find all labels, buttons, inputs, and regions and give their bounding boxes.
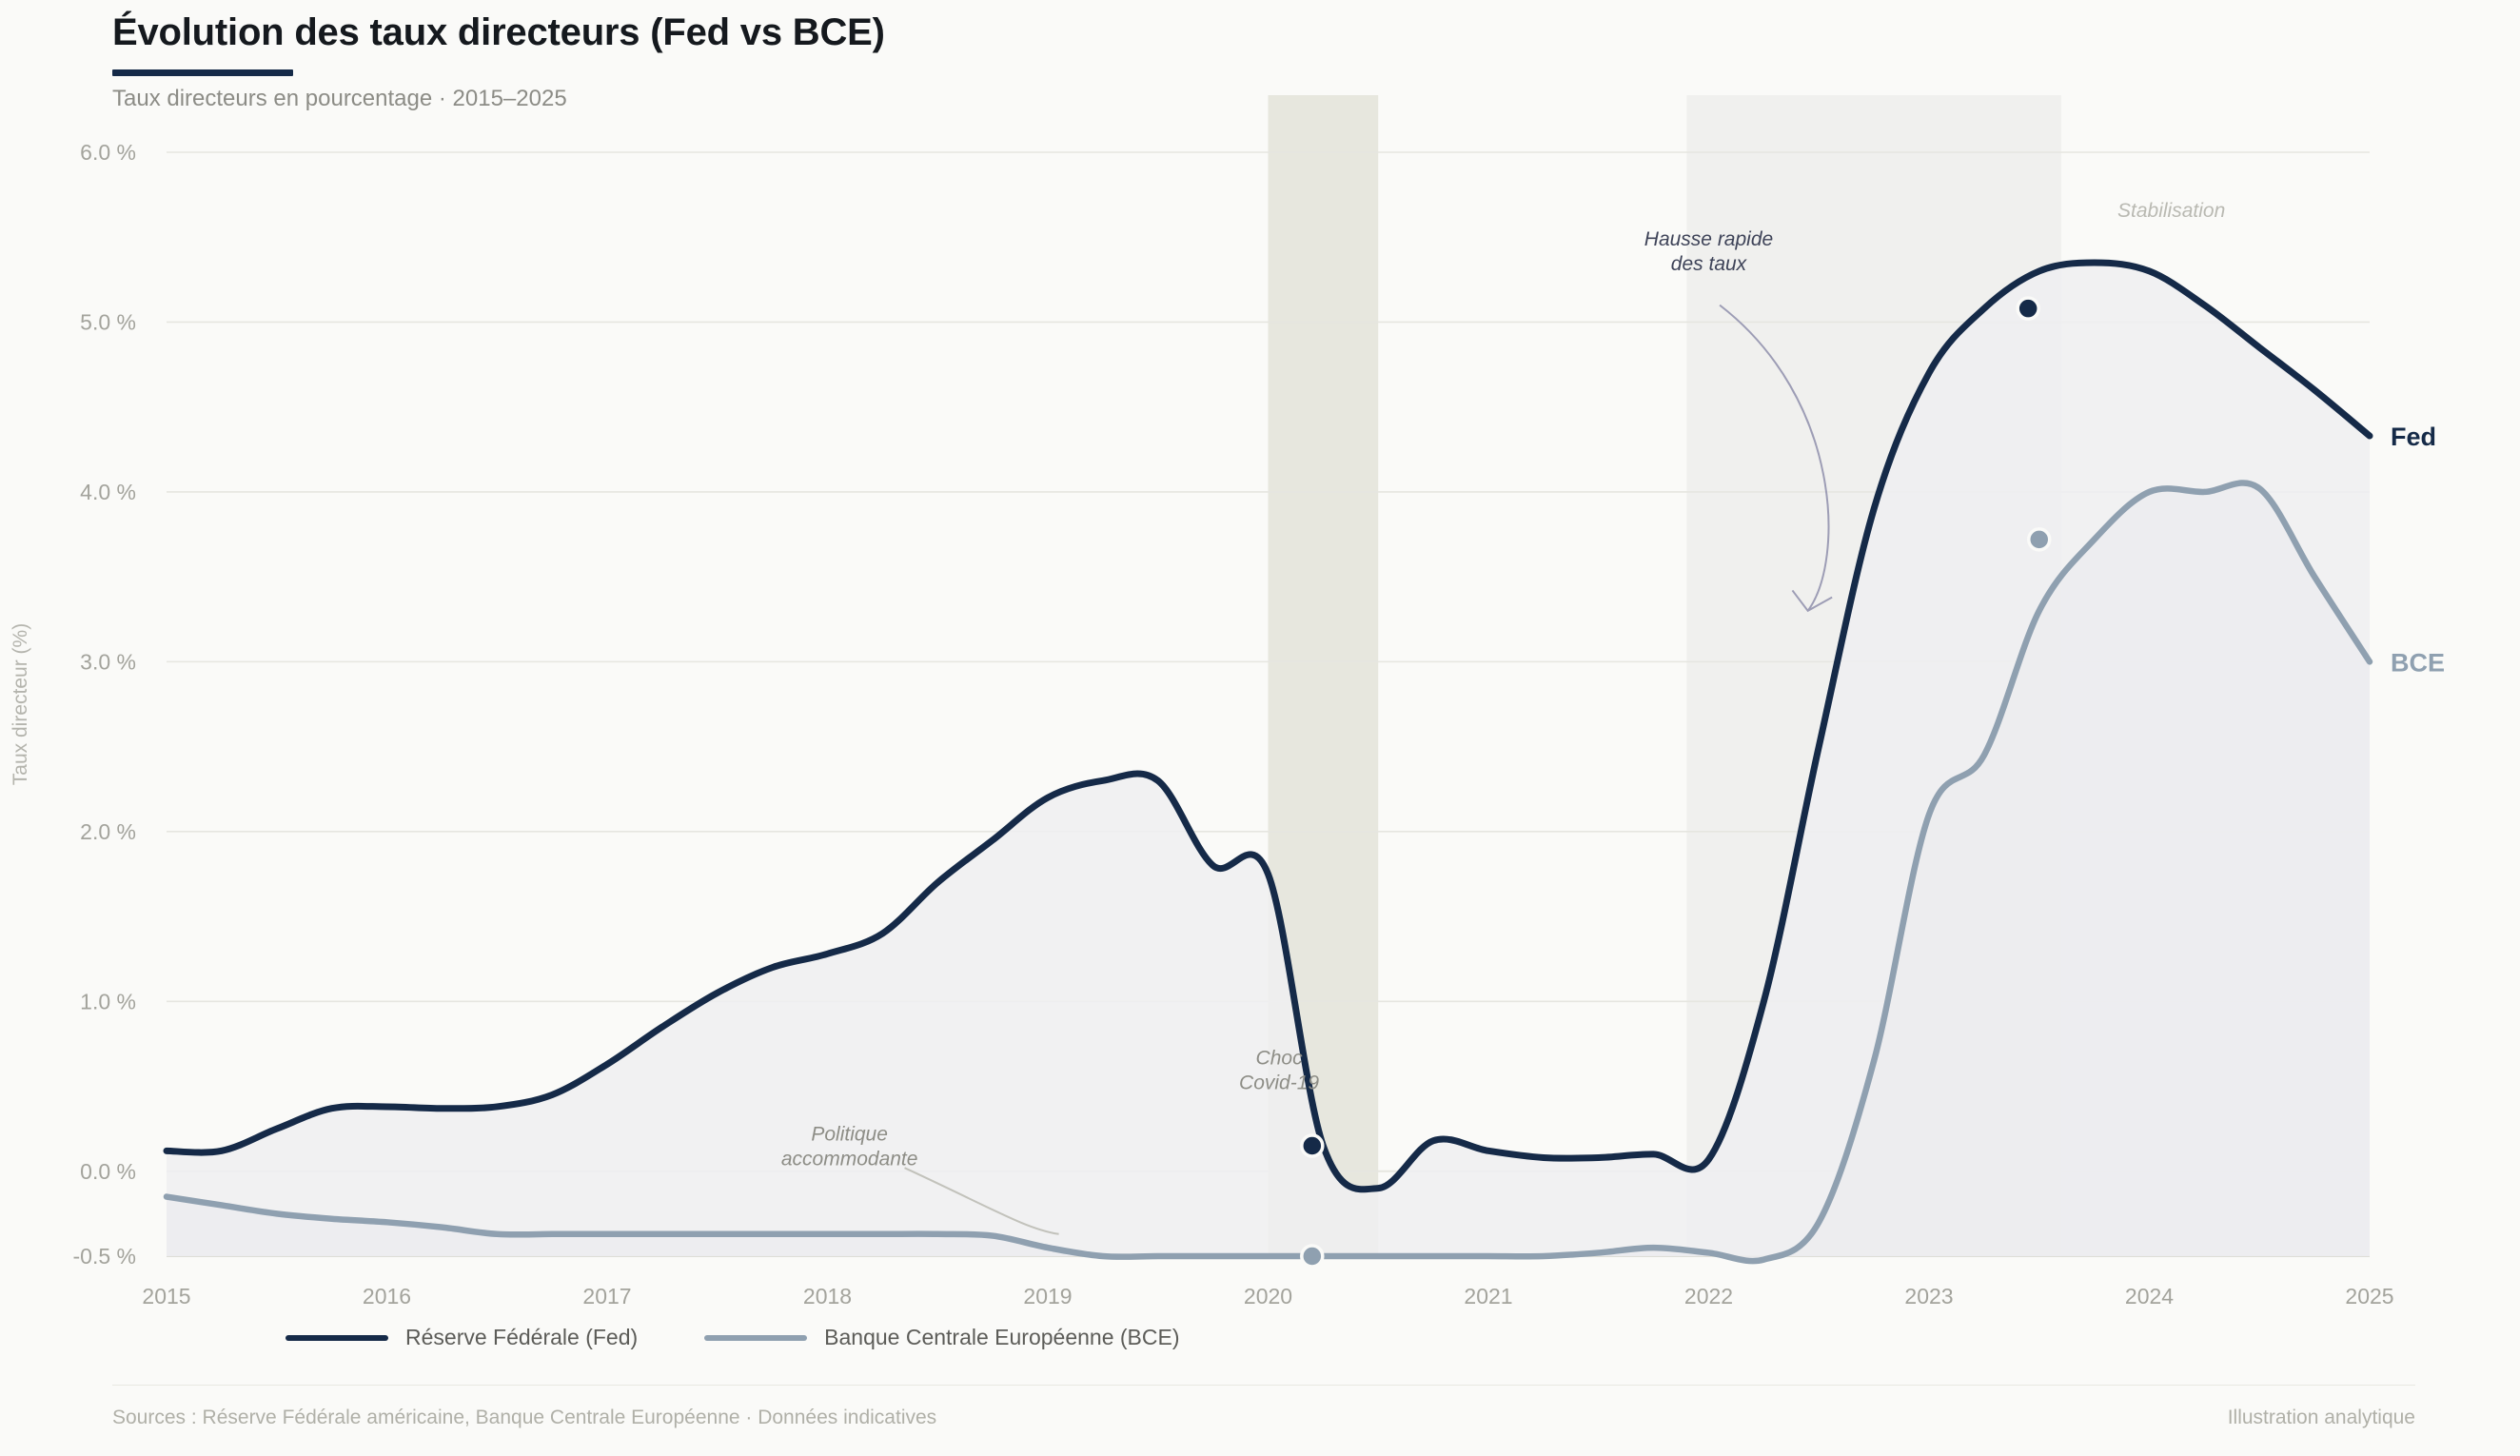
series-area xyxy=(167,263,2370,1256)
chart-legend: Réserve Fédérale (Fed) Banque Centrale E… xyxy=(285,1325,1180,1350)
x-axis-tick-label: 2022 xyxy=(1684,1284,1733,1308)
y-axis-tick-label: 5.0 % xyxy=(80,309,136,334)
legend-swatch-bce xyxy=(704,1334,808,1341)
x-axis-labels: 2015 2016 2017 2018 2019 2020 2021 2022 2023 2024… xyxy=(142,1284,2393,1308)
page-title: Évolution des taux directeurs (Fed vs BC… xyxy=(112,11,885,53)
annotation-label: Politique accommodante xyxy=(781,1124,918,1171)
data-point-marker[interactable] xyxy=(1300,1244,1325,1269)
annotations: Choc Covid-19 Politique accommodante Hausse … xyxy=(781,200,2225,1235)
series-markers xyxy=(1300,296,2052,1269)
annotation-arrow-head xyxy=(1791,589,1833,613)
x-axis-tick-label: 2023 xyxy=(1904,1284,1953,1308)
series-area xyxy=(167,482,2370,1262)
y-axis-tick-label: 1.0 % xyxy=(80,989,136,1013)
legend-label-fed: Réserve Fédérale (Fed) xyxy=(405,1325,639,1349)
annotation-arrow xyxy=(1719,304,1830,612)
chart-footer: Sources : Réserve Fédérale américaine, B… xyxy=(112,1385,2415,1429)
y-axis-tick-label: 4.0 % xyxy=(80,480,136,504)
series-end-label: BCE xyxy=(2391,648,2445,677)
x-axis-tick-label: 2016 xyxy=(363,1284,411,1308)
annotation-label: Stabilisation xyxy=(2117,200,2225,222)
data-point-marker[interactable] xyxy=(2016,296,2040,321)
series-line-bce xyxy=(163,480,2373,1265)
series-end-label: Fed xyxy=(2391,423,2436,451)
data-point-marker[interactable] xyxy=(2027,527,2052,552)
legend-item-bce[interactable]: Banque Centrale Européenne (BCE) xyxy=(704,1325,1180,1350)
legend-item-fed[interactable]: Réserve Fédérale (Fed) xyxy=(285,1325,638,1350)
title-accent-rule xyxy=(112,69,293,76)
annotation-label: Hausse rapide des taux xyxy=(1644,228,1773,275)
x-axis-tick-label: 2019 xyxy=(1023,1284,1072,1308)
x-axis-tick-label: 2015 xyxy=(142,1284,190,1308)
x-axis-tick-label: 2021 xyxy=(1464,1284,1512,1308)
data-point-marker[interactable] xyxy=(1300,1133,1325,1158)
x-axis-tick-label: 2017 xyxy=(582,1284,631,1308)
x-axis-tick-label: 2024 xyxy=(2125,1284,2174,1308)
footer-note: Illustration analytique xyxy=(2227,1407,2415,1428)
chart-subtitle: Taux directeurs en pourcentage · 2015–20… xyxy=(112,85,567,111)
y-axis-tick-label: 2.0 % xyxy=(80,819,136,844)
x-axis-tick-label: 2025 xyxy=(2345,1284,2393,1308)
footer-sources: Sources : Réserve Fédérale américaine, B… xyxy=(112,1407,937,1428)
chart-header: Évolution des taux directeurs (Fed vs BC… xyxy=(112,10,2415,113)
series-end-labels: Fed BCE xyxy=(2391,423,2445,677)
x-axis-tick-label: 2020 xyxy=(1244,1284,1292,1308)
y-axis-title-text: Taux directeur (%) xyxy=(10,623,31,785)
legend-swatch-fed xyxy=(285,1334,388,1341)
legend-label-bce: Banque Centrale Européenne (BCE) xyxy=(824,1325,1180,1349)
y-axis-tick-label: 3.0 % xyxy=(80,649,136,674)
y-axis-tick-label: 6.0 % xyxy=(80,140,136,165)
annotation-label: Choc Covid-19 xyxy=(1239,1047,1319,1093)
x-axis-tick-label: 2018 xyxy=(803,1284,852,1308)
series-areas xyxy=(167,263,2370,1262)
y-axis-tick-label: -0.5 % xyxy=(73,1244,136,1269)
y-axis-labels: 6.0 % 5.0 % 4.0 % 3.0 % 2.0 % 1.0 % 0.0 % -0.5 … xyxy=(73,140,136,1269)
y-axis-title: Taux directeur (%) xyxy=(10,623,31,785)
y-axis-tick-label: 0.0 % xyxy=(80,1159,136,1184)
annotation-arrow xyxy=(904,1167,1059,1235)
